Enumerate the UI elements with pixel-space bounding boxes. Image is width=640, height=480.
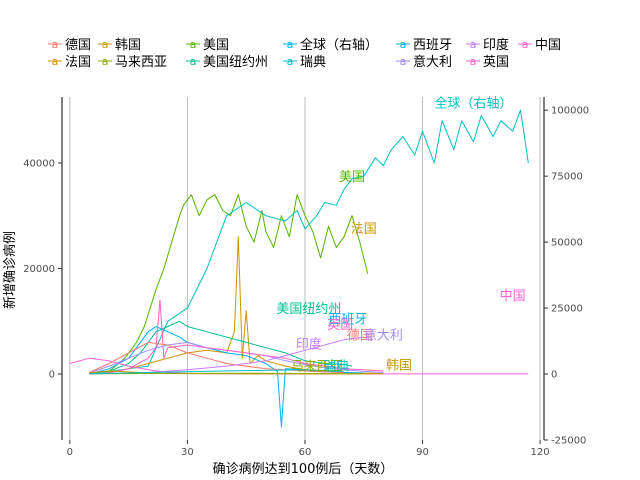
series-line: [89, 109, 529, 375]
legend-label: 韩国: [115, 38, 141, 53]
legend-key-glyph: a: [190, 38, 197, 51]
x-tick-label: 60: [299, 447, 312, 458]
legend-item: a 法国: [48, 55, 91, 70]
series-label: 马来西亚: [291, 360, 343, 375]
legend-key-glyph: a: [102, 38, 109, 51]
y-tick-label-right: 50000: [551, 238, 583, 249]
legend-key-glyph: a: [470, 38, 477, 51]
series-lines: [69, 109, 529, 428]
legend-item: a 中国: [518, 38, 561, 53]
series-label: 全球（右轴）: [434, 95, 512, 111]
legend: a 德国 a 韩国 a 美国 a 全球（右轴） a 西班牙 a 印度 a 中国 a 法国 a 马来西亚 a 美国纽约州…: [48, 37, 561, 70]
series-label: 意大利: [364, 327, 403, 343]
legend-key-glyph: a: [400, 38, 407, 51]
series-line: [89, 326, 364, 428]
y-tick-label-right: 0: [551, 370, 557, 381]
legend-key-glyph: a: [287, 38, 294, 51]
legend-key-glyph: a: [470, 55, 477, 68]
legend-item: a 美国: [186, 38, 229, 53]
series-label: 美国纽约州: [276, 302, 341, 317]
legend-key-glyph: a: [190, 55, 197, 68]
series-label: 韩国: [386, 359, 412, 374]
y-tick-label-right: -25000: [551, 436, 586, 447]
legend-label: 意大利: [413, 54, 452, 70]
legend-label: 英国: [483, 55, 509, 70]
series-line: [89, 369, 345, 375]
y-tick-label-right: 75000: [551, 172, 583, 183]
legend-label: 法国: [65, 55, 91, 70]
legend-key-glyph: a: [287, 55, 294, 68]
series-line: [89, 341, 345, 373]
legend-key-glyph: a: [400, 55, 407, 68]
x-axis-title: 确诊病例达到100例后（天数）: [213, 462, 394, 477]
y-tick-label-right: 100000: [551, 106, 589, 117]
grid-lines: [69, 97, 541, 440]
legend-key-glyph: a: [102, 55, 109, 68]
x-tick-label: 30: [181, 447, 194, 458]
legend-item: a 马来西亚: [98, 55, 167, 70]
y-tick-label-left: 40000: [23, 158, 55, 169]
legend-label: 瑞典: [300, 55, 326, 70]
legend-item: a 全球（右轴）: [283, 37, 378, 53]
legend-label: 中国: [535, 38, 561, 53]
series-line: [89, 336, 364, 375]
series-line: [89, 194, 369, 375]
legend-item: a 意大利: [396, 54, 452, 70]
legend-key-glyph: a: [52, 55, 59, 68]
legend-label: 德国: [65, 38, 91, 53]
legend-item: a 瑞典: [283, 55, 326, 70]
x-tick-label: 0: [67, 447, 73, 458]
legend-label: 西班牙: [413, 38, 452, 53]
x-tick-label: 120: [531, 447, 550, 458]
y-axis-title: 新增确诊病例: [2, 231, 18, 309]
series-label: 西班牙: [329, 313, 368, 328]
legend-label: 美国纽约州: [203, 55, 268, 70]
legend-item: a 西班牙: [396, 38, 452, 53]
series-label: 英国: [327, 318, 353, 333]
legend-label: 全球（右轴）: [300, 37, 378, 53]
series-line: [89, 299, 384, 375]
legend-item: a 德国: [48, 38, 91, 53]
y-tick-label-right: 25000: [551, 304, 583, 315]
plot-area: 0 30 60 90 120 0 20000 40000 -25000 0 25000 50000 75…: [23, 95, 589, 458]
series-label: 美国: [339, 170, 365, 185]
legend-key-glyph: a: [52, 38, 59, 51]
series-label: 法国: [351, 222, 377, 237]
legend-item: a 英国: [466, 55, 509, 70]
series-label: 印度: [296, 336, 322, 352]
legend-item: a 韩国: [98, 38, 141, 53]
series-line: [89, 236, 384, 375]
series-line: [89, 372, 364, 375]
axes: 0 30 60 90 120 0 20000 40000 -25000 0 25000 50000 75…: [23, 97, 589, 458]
legend-label: 马来西亚: [115, 55, 167, 70]
legend-label: 印度: [483, 37, 509, 53]
y-tick-label-left: 20000: [23, 264, 55, 275]
y-tick-label-left: 0: [49, 370, 55, 381]
x-tick-label: 90: [416, 447, 429, 458]
series-label: 德国: [347, 328, 373, 343]
series-label: 瑞典: [323, 360, 349, 375]
legend-label: 美国: [203, 38, 229, 53]
legend-item: a 美国纽约州: [186, 55, 268, 70]
series-label: 中国: [500, 289, 526, 304]
legend-key-glyph: a: [522, 38, 529, 51]
legend-item: a 印度: [466, 37, 509, 53]
